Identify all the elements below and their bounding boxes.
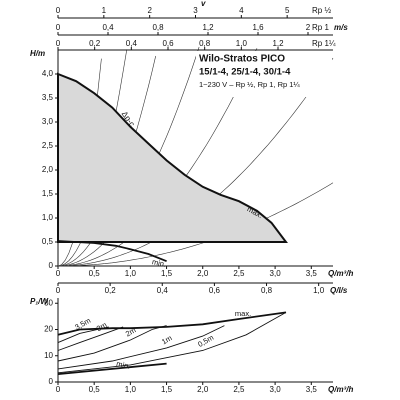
x-tick-label: 0 [56, 269, 61, 278]
x-tick-label: 2,5 [233, 385, 245, 394]
x-tick-label: 0 [56, 385, 61, 394]
velocity-tick-label: 1,6 [252, 23, 264, 32]
velocity-tick-label: 1,2 [202, 23, 214, 32]
curve-label: min. [115, 359, 131, 371]
x-tick-label: 2,0 [197, 269, 209, 278]
spec: 1~230 V – Rp ½, Rp 1, Rp 1¼ [199, 80, 300, 89]
velocity-tick-label: 4 [239, 6, 244, 15]
y-tick-label: 2,5 [42, 141, 54, 150]
y-tick-label: 0 [49, 261, 54, 270]
x2-tick-label: 0,4 [157, 286, 169, 295]
velocity-tick-label: 5 [285, 6, 290, 15]
y-axis-label: H/m [30, 49, 45, 58]
y-tick-label: 1,0 [42, 213, 54, 222]
x-tick-label: 3,5 [306, 269, 318, 278]
y-axis-label: P₁/W [30, 297, 49, 306]
curve [57, 325, 225, 370]
x2-tick-label: 1,0 [313, 286, 325, 295]
velocity-tick-label: 0,6 [162, 39, 174, 48]
x-tick-label: 0,5 [89, 385, 101, 394]
y-tick-label: 0 [49, 377, 54, 386]
curve-label: max. [235, 309, 251, 318]
x2-tick-label: 0,2 [105, 286, 117, 295]
velocity-tick-label: 0,8 [199, 39, 211, 48]
curve [57, 326, 124, 351]
title: Wilo-Stratos PICO [199, 54, 285, 65]
curve-label: 1m [160, 333, 174, 346]
y-tick-label: 4,0 [42, 69, 54, 78]
curve [57, 326, 109, 344]
x-axis-label: Q/m³/h [328, 385, 353, 394]
x-tick-label: 1,0 [125, 385, 137, 394]
curve-label: 0,5m [196, 333, 215, 349]
velocity-tick-label: 1,0 [236, 39, 248, 48]
x-tick-label: 2,0 [197, 385, 209, 394]
velocity-unit: m/s [334, 23, 348, 32]
velocity-scale-name: Rp ½ [312, 6, 331, 15]
x-tick-label: 3,0 [270, 385, 282, 394]
y-tick-label: 20 [44, 325, 53, 334]
velocity-scale-name: Rp 1 [312, 23, 329, 32]
velocity-tick-label: 3 [193, 6, 198, 15]
curve [57, 325, 167, 362]
curve-label: min. [151, 257, 167, 269]
models: 15/1-4, 25/1-4, 30/1-4 [199, 67, 291, 78]
velocity-tick-label: 0,4 [126, 39, 138, 48]
x2-tick-label: 0,8 [261, 286, 273, 295]
curve [57, 240, 167, 263]
title-box [196, 51, 332, 97]
y-tick-label: 3,0 [42, 117, 54, 126]
curve [57, 312, 287, 374]
x-tick-label: 1,0 [125, 269, 137, 278]
x-tick-label: 3,0 [270, 269, 282, 278]
velocity-tick-label: 0 [56, 6, 61, 15]
y-tick-label: 10 [44, 351, 53, 360]
x2-tick-label: 0,6 [209, 286, 221, 295]
velocity-tick-label: 2 [147, 6, 152, 15]
velocity-tick-label: 0 [56, 39, 61, 48]
velocity-tick-label: 0 [56, 23, 61, 32]
curve [57, 311, 287, 336]
x-tick-label: 1,5 [161, 385, 173, 394]
x-axis-label: Q/m³/h [328, 269, 353, 278]
operating-area [57, 72, 288, 243]
y-tick-label: 2,0 [42, 165, 54, 174]
x2-axis-label: Q/l/s [330, 286, 348, 295]
plots: H/m 0 0,5 1,0 1,5 2,0 2,5 3,0 3,5 4,0 0 0,5 1,0 1,5 2,… [30, 0, 353, 394]
system-curve [58, 182, 334, 267]
velocity-tick-label: 1 [102, 6, 107, 15]
velocity-label: v [201, 0, 206, 8]
x-tick-label: 0,5 [89, 269, 101, 278]
velocity-tick-label: 0,4 [102, 23, 114, 32]
x2-tick-label: 0 [56, 286, 61, 295]
velocity-tick-label: 0,2 [89, 39, 101, 48]
velocity-scale-name: Rp 1¼ [312, 39, 336, 48]
curve [57, 362, 167, 375]
velocity-tick-label: 1,2 [272, 39, 284, 48]
y-tick-label: 3,5 [42, 93, 54, 102]
x-tick-label: 2,5 [233, 269, 245, 278]
velocity-tick-label: 2 [306, 23, 311, 32]
curve-label: 3m [95, 320, 109, 333]
y-tick-label: 1,5 [42, 189, 54, 198]
velocity-tick-label: 0,8 [152, 23, 164, 32]
x-tick-label: 3,5 [306, 385, 318, 394]
y-tick-label: 30 [44, 298, 53, 307]
x-tick-label: 1,5 [161, 269, 173, 278]
y-tick-label: 0,5 [42, 237, 54, 246]
